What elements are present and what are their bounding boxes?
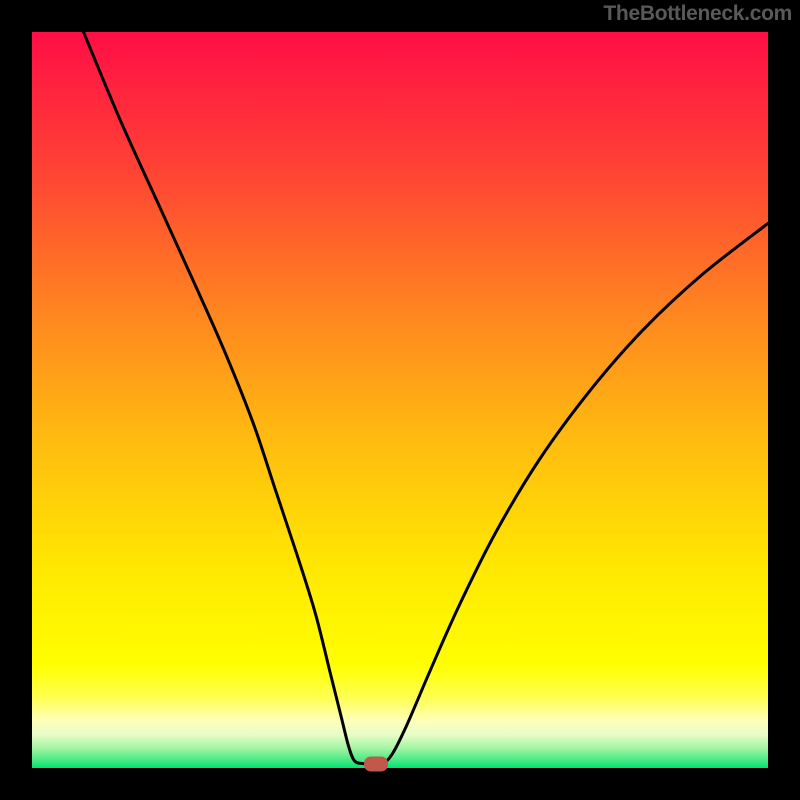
gradient-background [32, 32, 768, 768]
watermark-text: TheBottleneck.com [603, 2, 792, 26]
optimal-point-marker [364, 756, 388, 771]
plot-area [32, 32, 768, 768]
chart-container: TheBottleneck.com [0, 0, 800, 800]
